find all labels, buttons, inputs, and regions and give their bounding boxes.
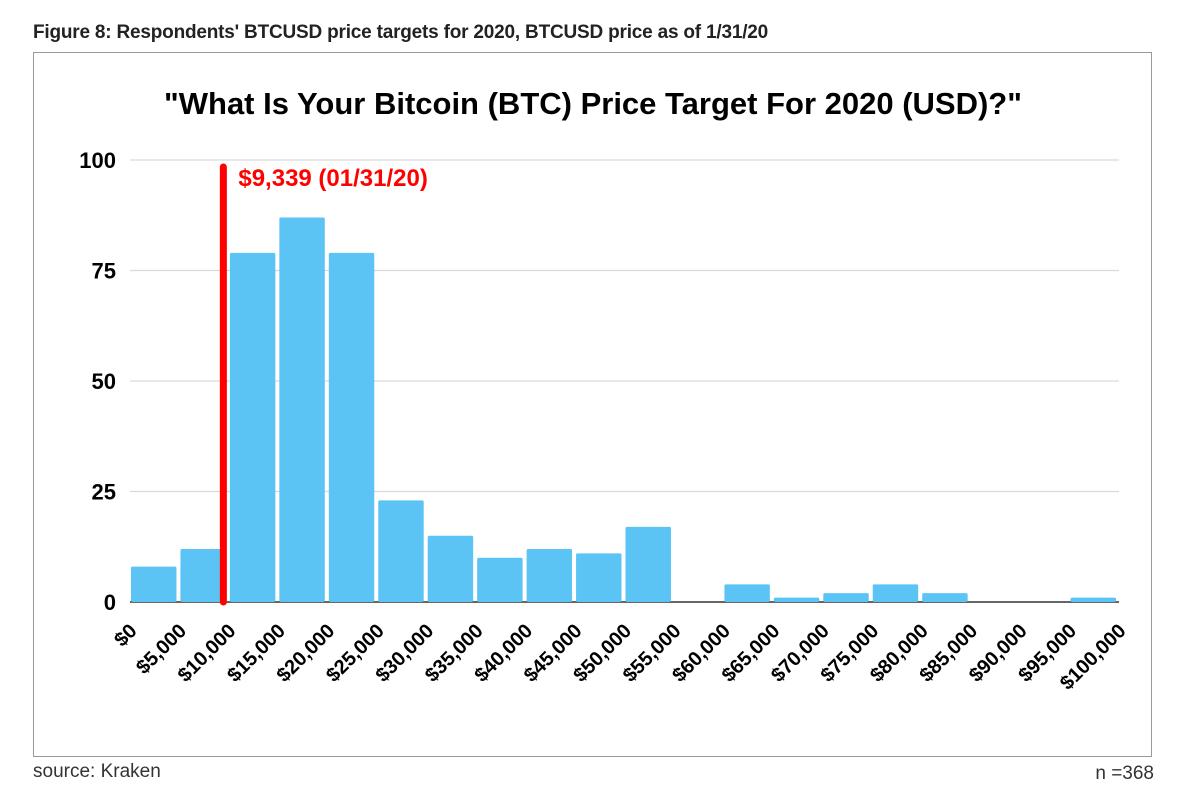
bars [131,217,1116,602]
y-tick-label: 25 [92,480,116,505]
y-tick-label: 0 [104,590,116,615]
x-axis: $0$5,000$10,000$15,000$20,000$25,000$30,… [110,620,1130,695]
bar-9 [576,553,622,602]
y-tick-label: 75 [92,259,116,284]
bar-3 [279,217,325,602]
bar-0 [131,566,177,602]
bar-5 [378,500,424,602]
bar-7 [477,557,523,602]
current-price-label: $9,339 (01/31/20) [238,165,427,192]
bar-8 [526,548,573,602]
bar-19 [1070,597,1116,602]
bar-4 [328,252,375,602]
chart-title: "What Is Your Bitcoin (BTC) Price Target… [164,86,1022,121]
x-tick-label: $0 [110,620,141,651]
figure-caption: Figure 8: Respondents' BTCUSD price targ… [33,22,769,43]
bar-6 [427,535,474,602]
bar-12 [724,584,770,602]
chart-frame [33,52,1152,757]
sample-size: n =368 [1095,763,1154,784]
bar-14 [823,593,869,602]
current-price-annotation: $9,339 (01/31/20) [219,163,428,606]
gridlines [130,159,1119,603]
bar-13 [773,597,820,602]
y-axis: 0 25 50 75 100 [79,148,116,615]
y-tick-label: 100 [79,148,116,173]
source-note: source: Kraken [33,761,161,782]
bar-10 [625,526,671,602]
bar-16 [922,593,968,602]
y-tick-label: 50 [92,369,116,394]
bar-15 [872,584,919,602]
bar-1 [180,548,226,602]
bar-2 [229,252,276,602]
